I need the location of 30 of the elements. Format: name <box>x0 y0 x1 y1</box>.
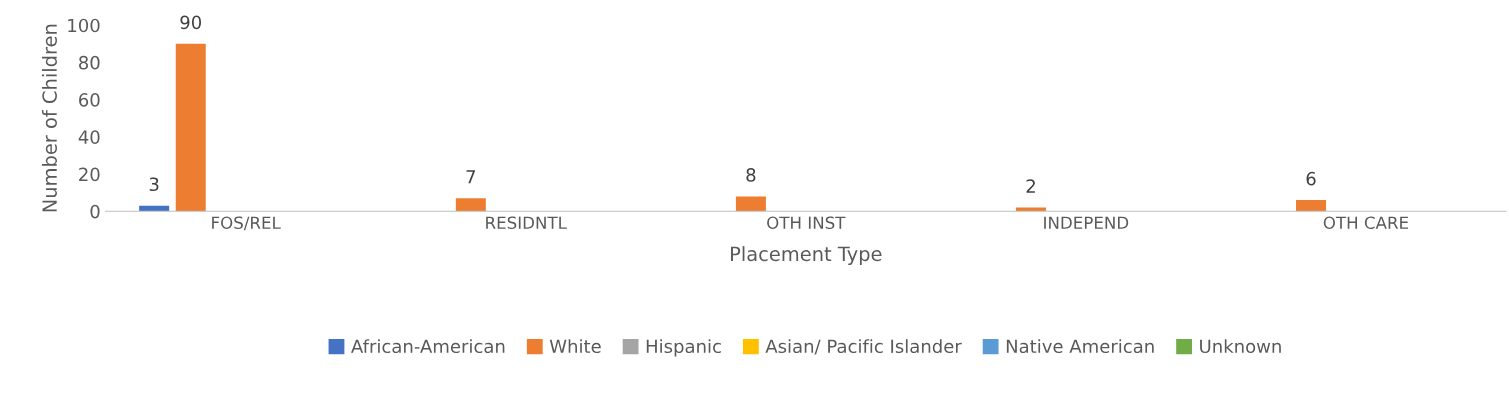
x-tick-label: OTH CARE <box>1323 216 1409 230</box>
legend-label: African-American <box>351 339 505 354</box>
legend-label: Native American <box>1006 339 1154 354</box>
y-tick-label: 40 <box>78 130 100 144</box>
data-label: 7 <box>466 170 476 184</box>
y-tick-label: 60 <box>79 93 100 107</box>
y-tick-label: 80 <box>79 55 100 70</box>
y-tick-label: 0 <box>90 204 100 219</box>
bar <box>175 43 206 212</box>
data-label: 3 <box>149 177 159 192</box>
x-tick-label: RESIDNTL <box>486 216 567 230</box>
x-tick-label: FOS/REL <box>212 216 281 231</box>
bar <box>735 196 766 212</box>
legend-label: Unknown <box>1200 339 1281 354</box>
legend-label: White <box>549 339 601 354</box>
legend-label: Hispanic <box>646 339 721 357</box>
x-tick-label: INDEPEND <box>1044 216 1129 229</box>
bar <box>1296 200 1327 212</box>
bar <box>139 205 170 212</box>
data-label: 90 <box>180 15 202 30</box>
x-axis-title: Placement Type <box>731 246 882 265</box>
legend-label: Asian/ Pacific Islander <box>765 339 962 355</box>
x-tick-label: OTH INST <box>767 216 846 230</box>
y-tick-label: 20 <box>79 167 100 182</box>
data-label: 2 <box>1026 179 1035 193</box>
y-axis-title: Number of Children <box>41 24 57 212</box>
bar <box>455 198 486 212</box>
data-label: 6 <box>1306 171 1316 186</box>
y-tick-label: 100 <box>68 18 100 33</box>
data-label: 8 <box>746 168 756 182</box>
